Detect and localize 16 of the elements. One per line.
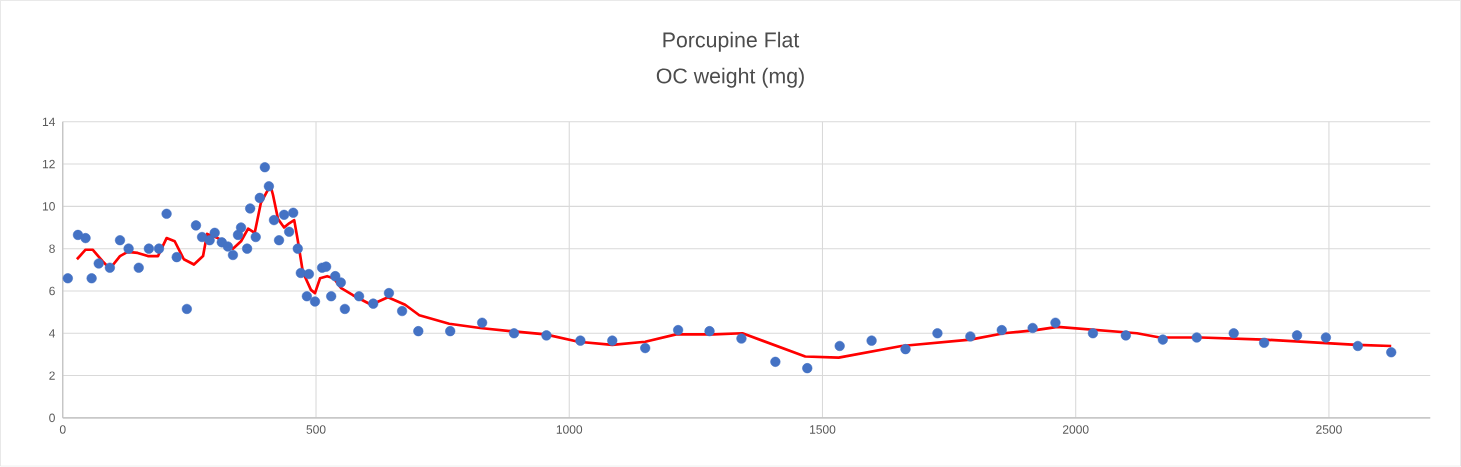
y-tick-label: 4 <box>48 329 56 338</box>
y-tick-label: 12 <box>42 160 55 169</box>
y-tick-label: 6 <box>49 286 55 296</box>
x-tick-label: 1000 <box>556 425 583 434</box>
x-tick-label: 2000 <box>1062 425 1089 434</box>
y-tick-label: 2 <box>49 371 55 380</box>
x-tick-label: 500 <box>306 425 326 434</box>
x-tick-label: 2500 <box>1316 425 1342 434</box>
y-tick-label: 8 <box>49 244 55 254</box>
chart-subtitle: OC weight (mg) <box>656 68 804 88</box>
y-tick-label: 10 <box>42 202 55 211</box>
chart-title: Porcupine Flat <box>663 31 800 52</box>
y-tick-label: 14 <box>42 117 56 127</box>
y-tick-label: 0 <box>49 413 55 423</box>
x-tick-label: 0 <box>59 425 66 434</box>
x-tick-label: 1500 <box>810 425 836 434</box>
